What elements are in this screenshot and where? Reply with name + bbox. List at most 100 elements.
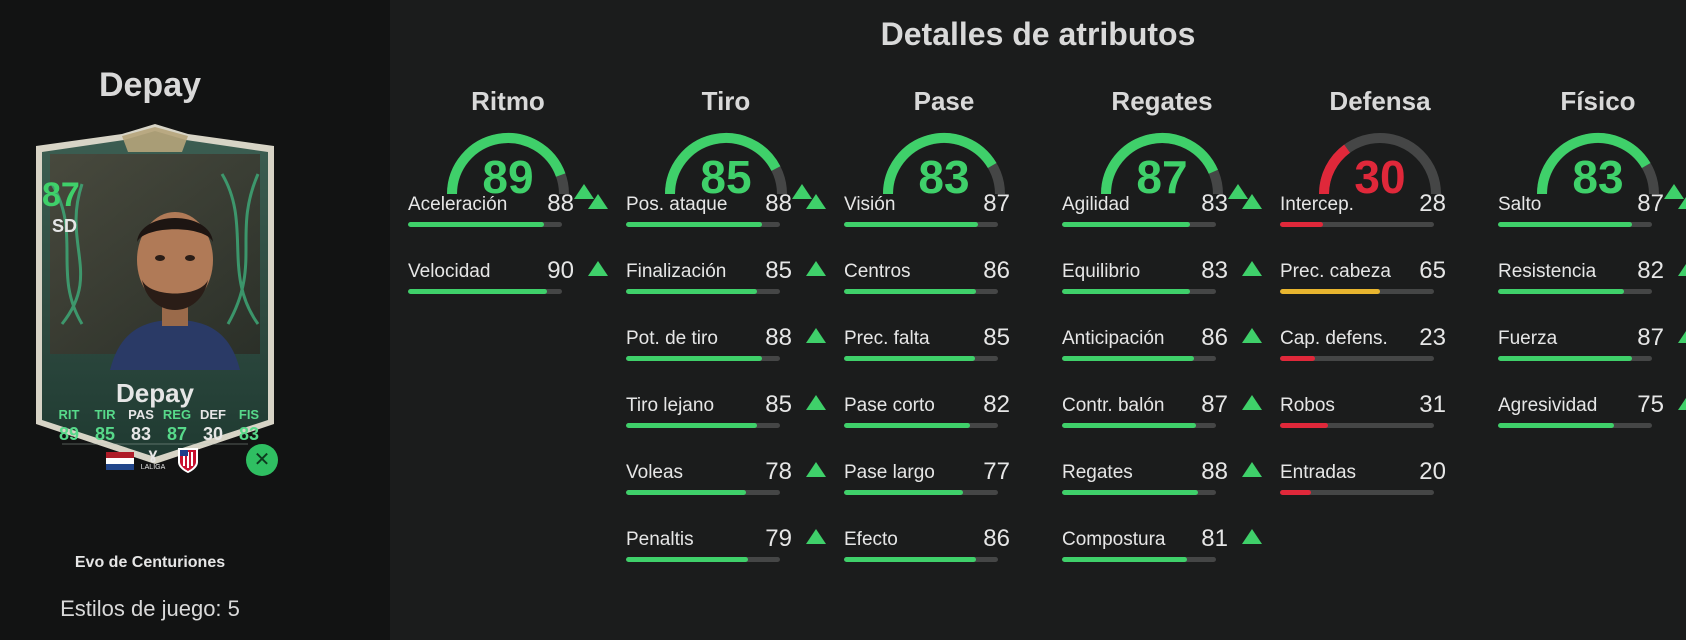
card-player-name: Depay: [115, 378, 195, 408]
category-title: Físico: [1560, 86, 1636, 116]
card-stat-value: 83: [130, 424, 152, 444]
increase-arrow-icon: [1242, 395, 1262, 410]
stat-value: 90: [547, 257, 574, 284]
category-gauge: [665, 133, 787, 195]
increase-arrow-icon: [806, 261, 826, 276]
card-position: SD: [52, 216, 78, 236]
increase-arrow-icon: [1242, 529, 1262, 544]
stat-name: Intercep.: [1280, 194, 1354, 215]
stat-bar-fill: [844, 356, 975, 361]
playstyles-count[interactable]: Estilos de juego: 5: [60, 596, 240, 621]
stat-bar: [626, 557, 780, 562]
stat-bar: [1498, 222, 1652, 227]
page-title: Detalles de atributos: [880, 16, 1196, 52]
category-value: 83: [918, 151, 970, 203]
stat-value: 20: [1419, 458, 1446, 485]
gauge-fill: [883, 133, 997, 195]
stat-bar-fill: [1062, 557, 1187, 562]
stat-bar: [626, 289, 780, 294]
stat-bar: [1280, 222, 1434, 227]
stat-row: Resistencia 82: [1498, 257, 1686, 301]
card-stat-reg: REG 87: [162, 407, 192, 445]
increase-arrow-icon: [1242, 194, 1262, 209]
card-stat-label: FIS: [238, 407, 260, 422]
stat-value: 88: [547, 190, 574, 217]
stat-name: Voleas: [626, 462, 684, 483]
stat-value: 65: [1419, 257, 1446, 284]
stat-name: Efecto: [844, 529, 898, 550]
stat-row: Agilidad 83: [1062, 190, 1262, 234]
stat-bar-fill: [408, 289, 547, 294]
increase-arrow-icon: [588, 261, 608, 276]
stat-row: Velocidad 90: [408, 257, 608, 301]
card-stat-value: 87: [166, 424, 188, 444]
stat-name: Anticipación: [1062, 328, 1165, 349]
card-stat-label: RIT: [58, 407, 80, 422]
stat-value: 87: [983, 190, 1010, 217]
stat-name: Pase corto: [844, 395, 935, 416]
stat-row: Intercep. 28: [1280, 190, 1480, 234]
stat-name: Contr. balón: [1062, 395, 1165, 416]
player-card[interactable]: [22, 124, 288, 496]
stat-bar-fill: [844, 490, 963, 495]
category-gauge: [1101, 133, 1223, 195]
category-title: Regates: [1111, 86, 1213, 116]
stat-value: 87: [1201, 391, 1228, 418]
category-gauge: [883, 133, 1005, 195]
gauge-fill: [1101, 133, 1218, 195]
card-stat-pas: PAS 83: [126, 407, 156, 445]
stat-bar: [844, 423, 998, 428]
stat-row: Pot. de tiro 88: [626, 324, 826, 368]
stat-name: Equilibrio: [1062, 261, 1141, 282]
stat-bar: [1498, 289, 1652, 294]
increase-arrow-icon: [806, 194, 826, 209]
increase-arrow-icon: [1242, 328, 1262, 343]
card-stat-label: TIR: [94, 407, 116, 422]
stat-row: Contr. balón 87: [1062, 391, 1262, 435]
stat-name: Pos. ataque: [626, 194, 728, 215]
stat-bar-fill: [1062, 423, 1196, 428]
stat-row: Robos 31: [1280, 391, 1480, 435]
stat-row: Anticipación 86: [1062, 324, 1262, 368]
stat-bar-fill: [1498, 423, 1614, 428]
stat-bar-fill: [1062, 289, 1190, 294]
stat-value: 88: [765, 190, 792, 217]
stat-bar: [626, 423, 780, 428]
stat-value: 77: [983, 458, 1010, 485]
stat-bar: [1062, 423, 1216, 428]
stat-bar-fill: [408, 222, 544, 227]
stat-name: Resistencia: [1498, 261, 1597, 282]
stat-name: Fuerza: [1498, 328, 1558, 349]
stat-bar-fill: [626, 557, 748, 562]
stat-name: Prec. cabeza: [1280, 261, 1391, 282]
category-gauge: [1319, 133, 1441, 195]
stat-bar: [844, 289, 998, 294]
card-stat-label: DEF: [200, 407, 226, 422]
increase-arrow-icon: [806, 395, 826, 410]
stat-value: 75: [1637, 391, 1664, 418]
stat-row: Prec. falta 85: [844, 324, 1044, 368]
gauge-fill: [665, 133, 781, 195]
stat-row: Pos. ataque 88: [626, 190, 826, 234]
stat-value: 23: [1419, 324, 1446, 351]
player-portrait: [110, 212, 240, 370]
increase-arrow-icon: [1242, 462, 1262, 477]
laliga-logo-icon: ɣ LALIGA: [140, 446, 166, 471]
stat-bar-fill: [626, 423, 757, 428]
stat-bar-fill: [1062, 490, 1198, 495]
stat-bar-fill: [844, 222, 978, 227]
category-gauge: [1537, 133, 1659, 195]
category-value: 30: [1354, 151, 1406, 203]
stat-name: Pase largo: [844, 462, 935, 483]
stat-bar: [626, 222, 780, 227]
card-stats: RIT 89 TIR 85 PAS 83 REG 87 DEF 30 FIS 83: [54, 407, 264, 445]
stat-name: Regates: [1062, 462, 1133, 483]
stat-name: Visión: [844, 194, 896, 215]
stat-row: Voleas 78: [626, 458, 826, 502]
stat-row: Prec. cabeza 65: [1280, 257, 1480, 301]
stat-row: Visión 87: [844, 190, 1044, 234]
netherlands-flag-icon: [106, 452, 134, 470]
stat-name: Finalización: [626, 261, 727, 282]
stat-bar: [1280, 423, 1434, 428]
stat-row: Cap. defens. 23: [1280, 324, 1480, 368]
